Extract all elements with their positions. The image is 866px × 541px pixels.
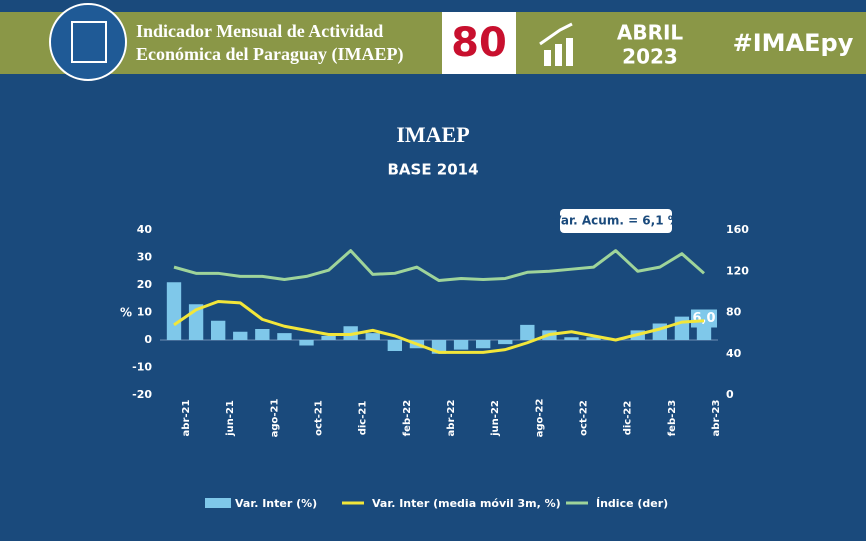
chart-subtitle: BASE 2014 — [387, 161, 478, 179]
line — [173, 300, 705, 354]
bar — [255, 329, 270, 340]
bar — [321, 335, 336, 340]
bar — [475, 340, 491, 349]
bar — [564, 337, 579, 340]
bar — [233, 331, 248, 340]
x-tick-label: dic-22 — [623, 401, 634, 436]
y2-tick-label: 160 — [726, 223, 749, 236]
bar — [299, 340, 314, 346]
legend-label: Var. Inter (media móvil 3m, %) — [372, 497, 561, 510]
value-label-box — [691, 309, 717, 328]
chart-icon — [539, 22, 573, 66]
line — [173, 249, 705, 283]
bar — [210, 320, 226, 340]
logo — [49, 3, 127, 81]
header-year: 2023 — [622, 45, 678, 69]
bar — [498, 340, 513, 345]
annotation-box — [560, 209, 672, 233]
annotation: Var. Acum. = 6,1 % — [552, 214, 680, 228]
y-tick-label: 40 — [137, 223, 153, 236]
x-tick-label: abr-23 — [711, 400, 722, 437]
y-tick-label: 0 — [144, 333, 152, 346]
y2-tick-label: 0 — [726, 388, 734, 401]
header-title: Indicador Mensual de Actividad — [136, 21, 383, 41]
y-tick-label: -20 — [132, 388, 152, 401]
legend-swatch — [205, 498, 231, 508]
y-tick-label: 10 — [137, 306, 153, 319]
x-tick-label: jun-22 — [490, 400, 501, 437]
bar — [696, 323, 712, 340]
bar — [365, 333, 380, 340]
bar — [277, 333, 292, 340]
bar — [586, 337, 601, 340]
y2-tick-label: 80 — [726, 306, 742, 319]
bar — [387, 340, 403, 351]
header-month: ABRIL — [617, 21, 684, 45]
x-tick-label: abr-22 — [446, 400, 457, 437]
x-tick-label: ago-21 — [269, 399, 280, 438]
chart-title: IMAEP — [396, 122, 469, 147]
y-tick-label: -10 — [132, 361, 152, 374]
y2-tick-label: 40 — [726, 347, 742, 360]
legend-label: Índice (der) — [596, 497, 668, 510]
x-tick-label: abr-21 — [181, 400, 192, 437]
value-label: 6,0 — [692, 311, 715, 326]
y2-tick-label: 120 — [726, 264, 749, 277]
y-tick-label: 20 — [137, 278, 153, 291]
hashtag: #IMAEpy — [733, 29, 854, 57]
x-tick-label: oct-22 — [579, 400, 590, 436]
logo-building — [71, 21, 107, 63]
bar — [520, 324, 535, 340]
x-tick-label: jun-21 — [225, 400, 236, 437]
header-band — [0, 12, 866, 74]
bar — [674, 316, 690, 340]
x-tick-label: ago-22 — [534, 399, 545, 438]
bar — [453, 340, 469, 350]
x-tick-label: feb-23 — [667, 400, 678, 436]
legend-label: Var. Inter (%) — [235, 497, 317, 510]
y-axis-label: % — [120, 306, 132, 320]
x-tick-label: feb-22 — [402, 400, 413, 436]
header-title: Económica del Paraguay (IMAEP) — [136, 44, 403, 65]
anniversary-logo — [442, 12, 516, 74]
bar — [166, 282, 182, 340]
header-top — [0, 0, 866, 12]
x-tick-label: oct-21 — [314, 400, 325, 436]
y-tick-label: 30 — [137, 251, 153, 264]
anniversary: 80 — [451, 20, 507, 66]
x-tick-label: dic-21 — [358, 401, 369, 436]
